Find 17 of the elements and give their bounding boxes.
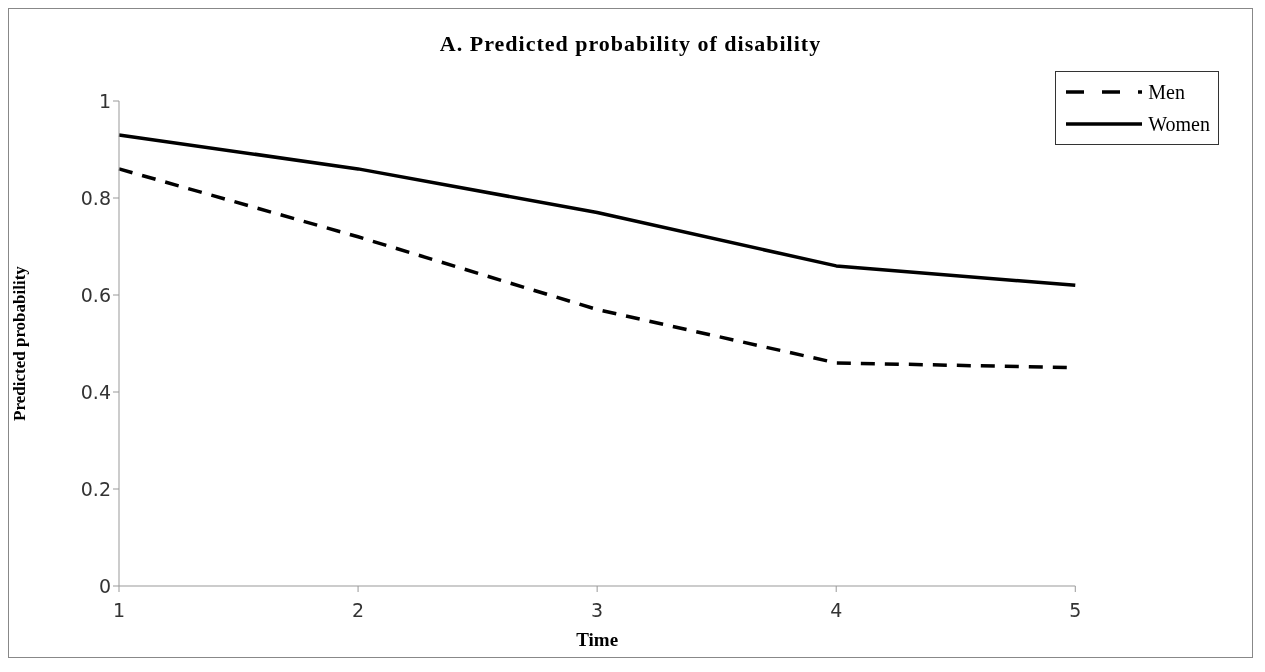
line-series — [117, 133, 1078, 288]
x-axis-title: Time — [576, 629, 619, 650]
x-tick-label: 4 — [830, 599, 843, 622]
x-tick-label: 3 — [591, 599, 604, 622]
legend-label: Women — [1148, 112, 1210, 136]
y-tick-label: 0.2 — [80, 477, 111, 500]
y-tick-label: 0 — [98, 574, 111, 597]
x-tick-label: 5 — [1069, 599, 1082, 622]
chart-title: A. Predicted probability of disability — [438, 30, 823, 58]
y-tick-label: 1 — [98, 89, 111, 112]
x-tick-label: 1 — [112, 599, 126, 622]
y-axis-title: Predicted probability — [10, 265, 30, 421]
y-tick-label: 0.8 — [80, 186, 111, 209]
y-tick-label: 0.4 — [80, 380, 111, 403]
legend-label: Men — [1148, 80, 1185, 104]
y-tick-label: 0.6 — [80, 283, 111, 306]
x-tick-label: 2 — [352, 599, 365, 622]
